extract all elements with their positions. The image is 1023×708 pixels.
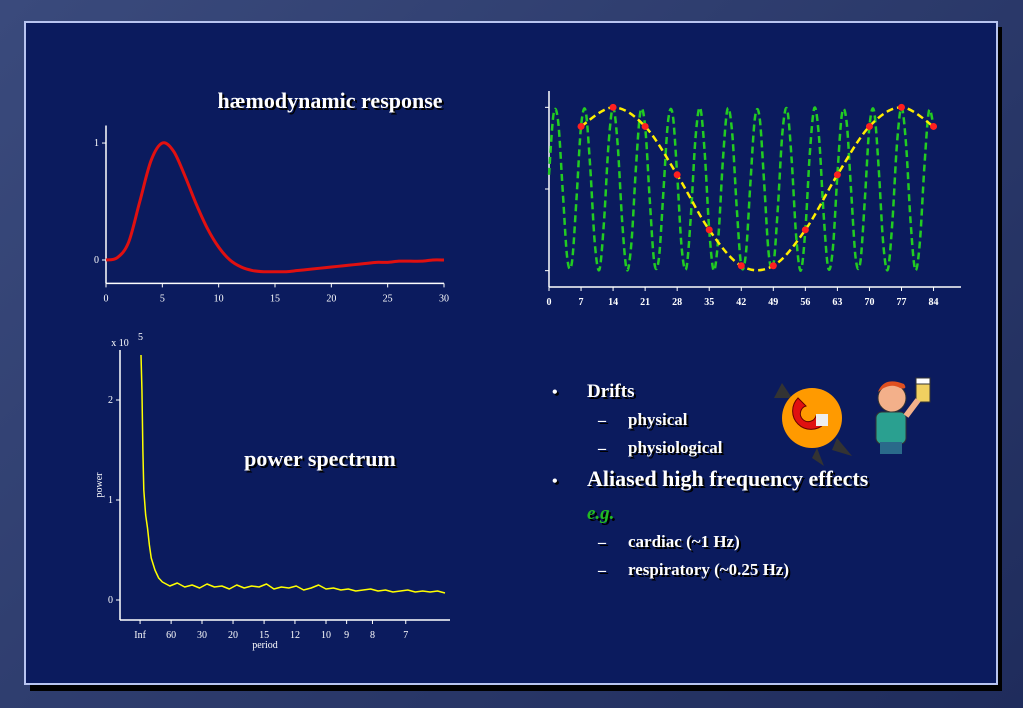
data-point: [865, 122, 873, 130]
spark: [832, 438, 852, 456]
x-tick-label: 42: [736, 297, 746, 308]
data-line: [140, 354, 446, 594]
sub-bullet-marker: –: [597, 534, 607, 551]
x-tick-label: 25: [383, 293, 393, 304]
y-scale-exponent: 5: [138, 332, 143, 343]
x-tick-label: 28: [672, 297, 682, 308]
x-tick-label: 9: [344, 630, 349, 641]
x-tick-label: 70: [864, 297, 874, 308]
data-line: [105, 141, 445, 274]
x-tick-label: 21: [640, 297, 650, 308]
beer-glass: [915, 381, 931, 403]
x-tick-label: 10: [321, 630, 331, 641]
beer-foam: [915, 377, 931, 385]
chart-title: hæmodynamic response: [217, 88, 442, 113]
hair: [878, 381, 906, 392]
y-tick-label: 0: [108, 595, 113, 606]
sub-bullet-marker: –: [597, 440, 607, 457]
x-tick-label: 84: [929, 297, 939, 308]
chart: 0 7 14 21 28 35 42 49 56 63 70 77 84: [545, 91, 961, 308]
x-tick-label: 77: [896, 297, 906, 308]
chart: 0 5 10 15 20 25 30 0 1 hæmodynamic response: [94, 88, 449, 304]
sub-bullet-marker: –: [597, 412, 607, 429]
x-tick-label: 8: [370, 630, 375, 641]
data-point: [769, 262, 777, 270]
y-tick-label: 1: [108, 495, 113, 506]
spark: [812, 448, 824, 466]
y-tick-label: 1: [94, 138, 99, 149]
x-axis-label: period: [252, 640, 278, 651]
bullet-list: • Drifts – physical – physiological • Aliased h…: [552, 381, 869, 579]
arm: [903, 398, 921, 418]
x-tick-label: 5: [160, 293, 165, 304]
x-tick-label: 10: [214, 293, 224, 304]
data-point: [833, 171, 841, 179]
bullet-marker: •: [552, 473, 558, 490]
y-axis-label: power: [94, 472, 105, 498]
bullet-marker: •: [552, 384, 558, 401]
y-scale-base: x 10: [111, 338, 129, 349]
data-point: [609, 103, 617, 111]
x-tick-label: 15: [270, 293, 280, 304]
body: [875, 411, 907, 445]
panel: [24, 21, 998, 685]
x-tick-label: 7: [403, 630, 408, 641]
data-point: [577, 122, 585, 130]
bullet-text: Drifts: [587, 381, 634, 402]
sub-bullet-text: respiratory (~0.25 Hz): [628, 560, 789, 579]
x-tick-label: 0: [104, 293, 109, 304]
x-tick-label: 30: [197, 630, 207, 641]
x-tick-label: 14: [608, 297, 618, 308]
data-point: [897, 103, 905, 111]
x-tick-label: 60: [166, 630, 176, 641]
data-point: [673, 171, 681, 179]
x-tick-label: 30: [439, 293, 449, 304]
data-point: [801, 226, 809, 234]
magnet-glow: [782, 388, 842, 448]
sub-bullet-text: physiological: [628, 438, 723, 457]
magnet-pole: [816, 414, 828, 426]
x-tick-label: Inf: [134, 630, 146, 641]
sub-bullet-text: cardiac (~1 Hz): [628, 532, 740, 551]
x-tick-label: 63: [832, 297, 842, 308]
bullet-note: e.g.: [587, 503, 614, 524]
x-tick-label: 15: [259, 630, 269, 641]
x-tick-label: 20: [228, 630, 238, 641]
x-tick-label: 35: [704, 297, 714, 308]
x-tick-label: 7: [579, 297, 584, 308]
y-tick-label: 0: [94, 255, 99, 266]
data-point: [705, 226, 713, 234]
data-point: [737, 262, 745, 270]
chart-title: power spectrum: [244, 446, 396, 471]
spark: [774, 383, 792, 398]
x-tick-label: 0: [547, 297, 552, 308]
y-tick-label: 2: [108, 395, 113, 406]
x-tick-label: 56: [800, 297, 810, 308]
x-tick-label: 12: [290, 630, 300, 641]
sub-bullet-text: physical: [628, 410, 688, 429]
sub-bullet-marker: –: [597, 562, 607, 579]
x-tick-label: 20: [326, 293, 336, 304]
magnet-icon: [774, 383, 852, 466]
legs: [880, 442, 902, 454]
data-line: [580, 106, 935, 272]
person-icon: [875, 377, 931, 454]
data-point: [641, 122, 649, 130]
x-tick-label: 49: [768, 297, 778, 308]
bullet-text: Aliased high frequency effects: [587, 466, 869, 491]
data-point: [930, 122, 938, 130]
